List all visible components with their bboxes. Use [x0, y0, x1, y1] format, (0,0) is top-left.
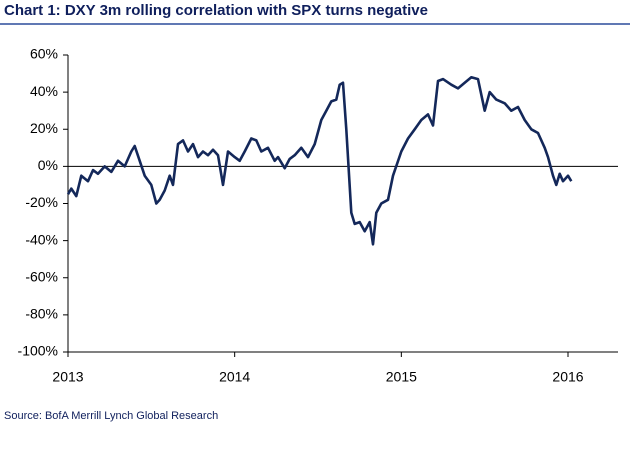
- y-tick-label: -80%: [25, 306, 58, 322]
- source-note: Source: BofA Merrill Lynch Global Resear…: [4, 410, 218, 422]
- chart-title: Chart 1: DXY 3m rolling correlation with…: [4, 2, 428, 19]
- series-line: [66, 76, 573, 246]
- y-tick-label: -40%: [25, 231, 58, 247]
- y-tick-label: 40%: [30, 83, 58, 99]
- x-tick-label: 2015: [386, 369, 417, 385]
- x-tick-label: 2013: [52, 369, 83, 385]
- y-tick-label: -20%: [25, 194, 58, 210]
- y-tick-label: 60%: [30, 46, 58, 62]
- y-tick-label: -100%: [18, 343, 58, 359]
- y-tick-label: 20%: [30, 120, 58, 136]
- y-tick-label: 0%: [38, 157, 58, 173]
- y-tick-label: -60%: [25, 268, 58, 284]
- x-tick-label: 2014: [219, 369, 250, 385]
- x-tick-label: 2016: [552, 369, 583, 385]
